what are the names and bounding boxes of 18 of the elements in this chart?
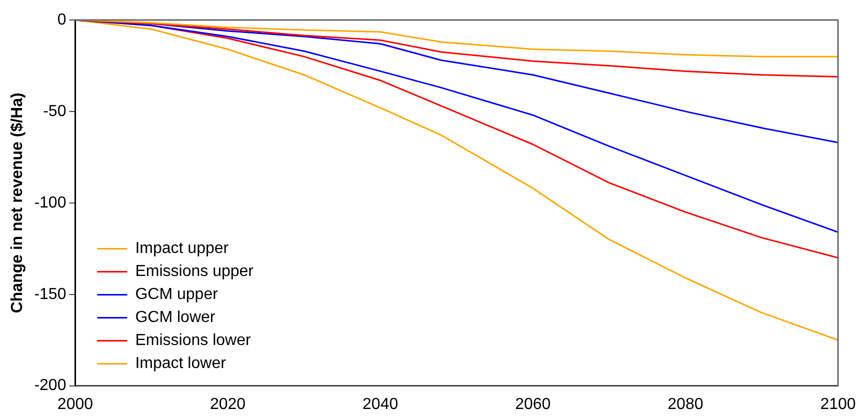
legend-label: GCM upper xyxy=(135,286,219,304)
x-tick-label: 2080 xyxy=(668,396,704,413)
x-tick-label: 2100 xyxy=(820,396,856,413)
y-tick-label: -100 xyxy=(34,194,66,212)
x-tick-label: 2040 xyxy=(362,396,398,413)
y-tick-label: -200 xyxy=(34,377,66,394)
legend-label: GCM lower xyxy=(135,309,216,326)
x-tick-label: 2020 xyxy=(210,396,246,413)
x-tick-label: 2000 xyxy=(57,396,94,413)
y-tick-label: -150 xyxy=(34,286,66,303)
y-tick-label: 0 xyxy=(57,11,66,28)
legend-label: Impact upper xyxy=(135,240,230,258)
x-tick-label: 2060 xyxy=(515,396,551,413)
y-tick-label: -50 xyxy=(43,102,66,120)
legend-label: Emissions upper xyxy=(135,263,254,280)
legend-label: Emissions lower xyxy=(135,332,252,350)
y-axis-title: Change in net revenue ($/Ha) xyxy=(9,92,26,314)
legend-label: Impact lower xyxy=(135,355,227,372)
